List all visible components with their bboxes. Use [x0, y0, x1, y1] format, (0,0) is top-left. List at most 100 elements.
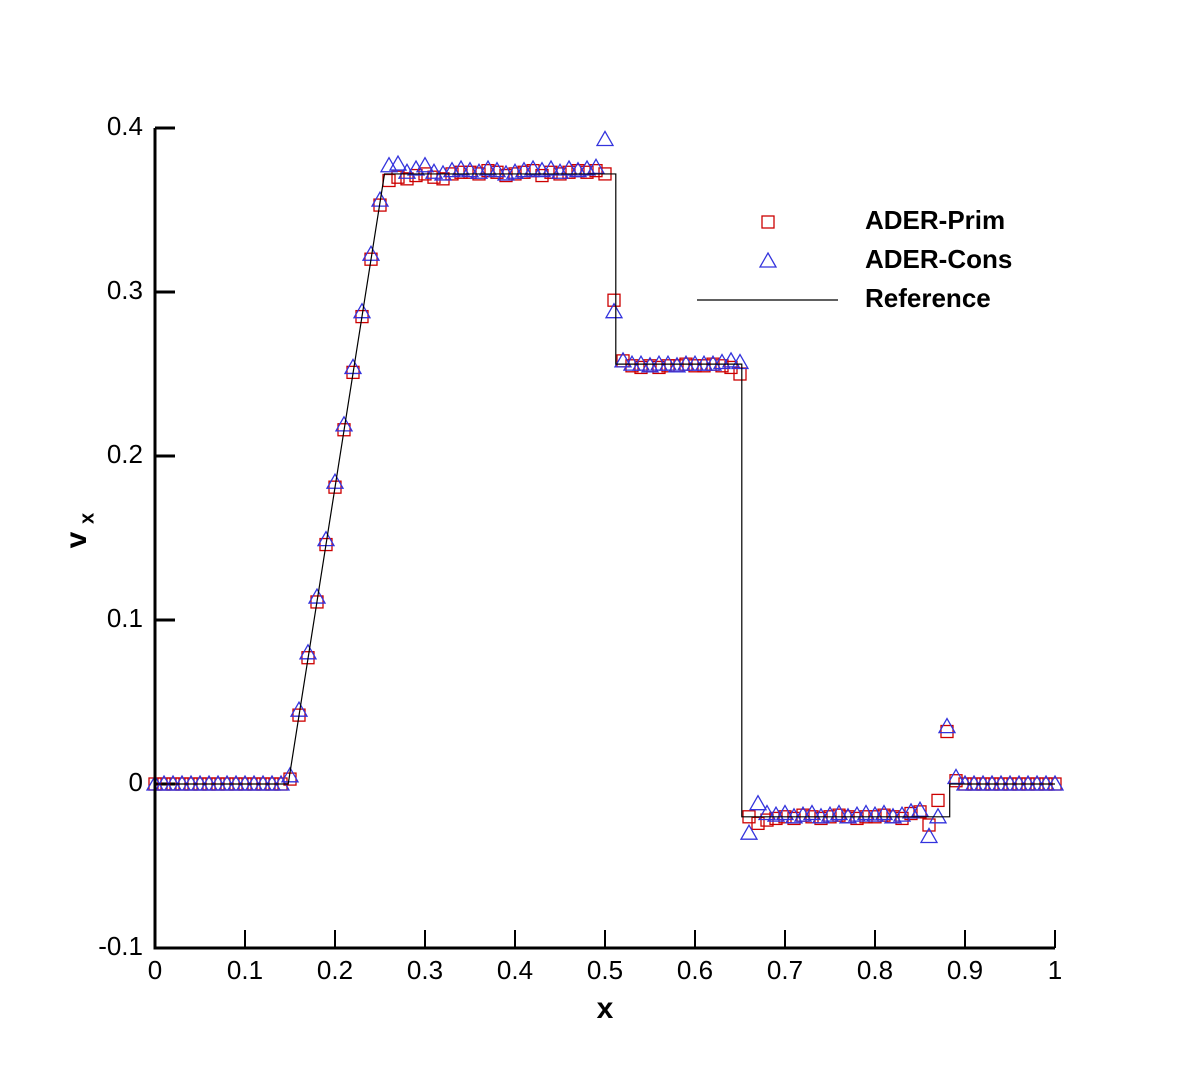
square-marker — [337, 423, 351, 437]
triangle-marker — [433, 164, 453, 181]
triangle-marker — [748, 794, 768, 811]
triangle-marker — [397, 162, 417, 179]
triangle-marker — [685, 354, 705, 371]
triangle-marker — [928, 807, 948, 824]
square-marker — [607, 293, 621, 307]
triangle-marker — [460, 161, 480, 178]
square-marker — [940, 724, 954, 739]
legend-label: Reference — [865, 283, 991, 313]
triangle-marker — [874, 804, 894, 821]
triangle-marker — [604, 302, 624, 319]
triangle-marker — [982, 774, 1002, 791]
y-tick-label: -0.1 — [98, 931, 143, 961]
triangle-marker — [955, 774, 975, 791]
triangle-marker — [181, 774, 201, 791]
triangle-marker — [856, 804, 876, 821]
triangle-marker — [163, 774, 183, 791]
triangle-marker — [829, 804, 849, 821]
x-tick-label: 0.8 — [857, 955, 893, 985]
triangle-marker — [451, 159, 471, 176]
triangle-marker — [595, 130, 615, 147]
triangle-marker — [271, 774, 291, 791]
triangle-marker — [991, 774, 1011, 791]
square-marker — [761, 215, 775, 229]
x-tick-label: 0.3 — [407, 955, 443, 985]
triangle-marker — [226, 774, 246, 791]
x-tick-label: 0.6 — [677, 955, 713, 985]
triangle-marker — [244, 774, 264, 791]
triangle-marker — [1045, 774, 1065, 791]
triangle-marker — [478, 159, 498, 176]
y-tick-label: 0.3 — [107, 275, 143, 305]
triangle-marker — [775, 804, 795, 821]
square-marker — [328, 480, 342, 494]
triangle-marker — [253, 774, 273, 791]
triangle-marker — [190, 774, 210, 791]
triangle-marker — [757, 804, 777, 821]
square-marker — [301, 651, 315, 665]
square-marker — [391, 170, 405, 184]
square-marker — [382, 173, 396, 188]
triangle-marker — [424, 162, 444, 179]
x-tick-label: 0.1 — [227, 955, 263, 985]
triangle-marker — [487, 161, 507, 178]
triangle-marker — [217, 774, 237, 791]
triangle-marker — [649, 354, 669, 371]
x-tick-label: 0 — [148, 955, 162, 985]
triangle-marker — [758, 251, 778, 268]
triangle-marker — [964, 774, 984, 791]
square-marker — [931, 793, 945, 808]
square-marker — [319, 537, 333, 552]
square-marker — [355, 309, 369, 324]
triangle-marker — [631, 354, 651, 371]
triangle-marker — [172, 774, 192, 791]
legend-label: ADER-Cons — [865, 244, 1012, 274]
triangle-marker — [676, 354, 696, 371]
triangle-marker — [199, 774, 219, 791]
triangle-marker — [739, 823, 759, 840]
triangle-marker — [694, 354, 714, 371]
triangle-marker — [280, 766, 300, 783]
triangle-marker — [730, 353, 750, 370]
y-tick-label: 0.4 — [107, 111, 143, 141]
triangle-marker — [154, 774, 174, 791]
triangle-marker — [1018, 774, 1038, 791]
x-tick-label: 0.9 — [947, 955, 983, 985]
triangle-marker — [721, 351, 741, 368]
x-tick-label: 0.4 — [497, 955, 533, 985]
square-marker — [346, 365, 360, 380]
triangle-marker — [469, 162, 489, 179]
x-tick-label: 0.7 — [767, 955, 803, 985]
triangle-marker — [1009, 774, 1029, 791]
triangle-marker — [613, 351, 633, 368]
x-tick-label: 0.5 — [587, 955, 623, 985]
square-marker — [364, 252, 378, 266]
triangle-marker — [262, 774, 282, 791]
triangle-marker — [892, 805, 912, 822]
y-tick-label: 0.1 — [107, 603, 143, 633]
triangle-marker — [973, 774, 993, 791]
y-tick-label: 0.2 — [107, 439, 143, 469]
triangle-marker — [388, 154, 408, 171]
triangle-marker — [1036, 774, 1056, 791]
x-tick-label: 0.2 — [317, 955, 353, 985]
triangle-marker — [406, 159, 426, 176]
triangle-marker — [1027, 774, 1047, 791]
square-marker — [427, 170, 441, 184]
x-tick-label: 1 — [1048, 955, 1062, 985]
triangle-marker — [919, 827, 939, 844]
triangle-marker — [622, 354, 642, 371]
triangle-marker — [541, 159, 561, 176]
y-axis-label-group: v x — [60, 513, 98, 548]
y-tick-label: 0 — [129, 767, 143, 797]
y-axis-label-subscript: x — [76, 513, 98, 524]
square-marker — [922, 818, 936, 832]
triangle-marker — [559, 159, 579, 176]
triangle-marker — [550, 162, 570, 179]
triangle-marker — [802, 804, 822, 821]
reference-line — [155, 173, 1055, 818]
square-marker — [310, 595, 324, 609]
triangle-marker — [415, 156, 435, 173]
triangle-marker — [523, 159, 543, 176]
